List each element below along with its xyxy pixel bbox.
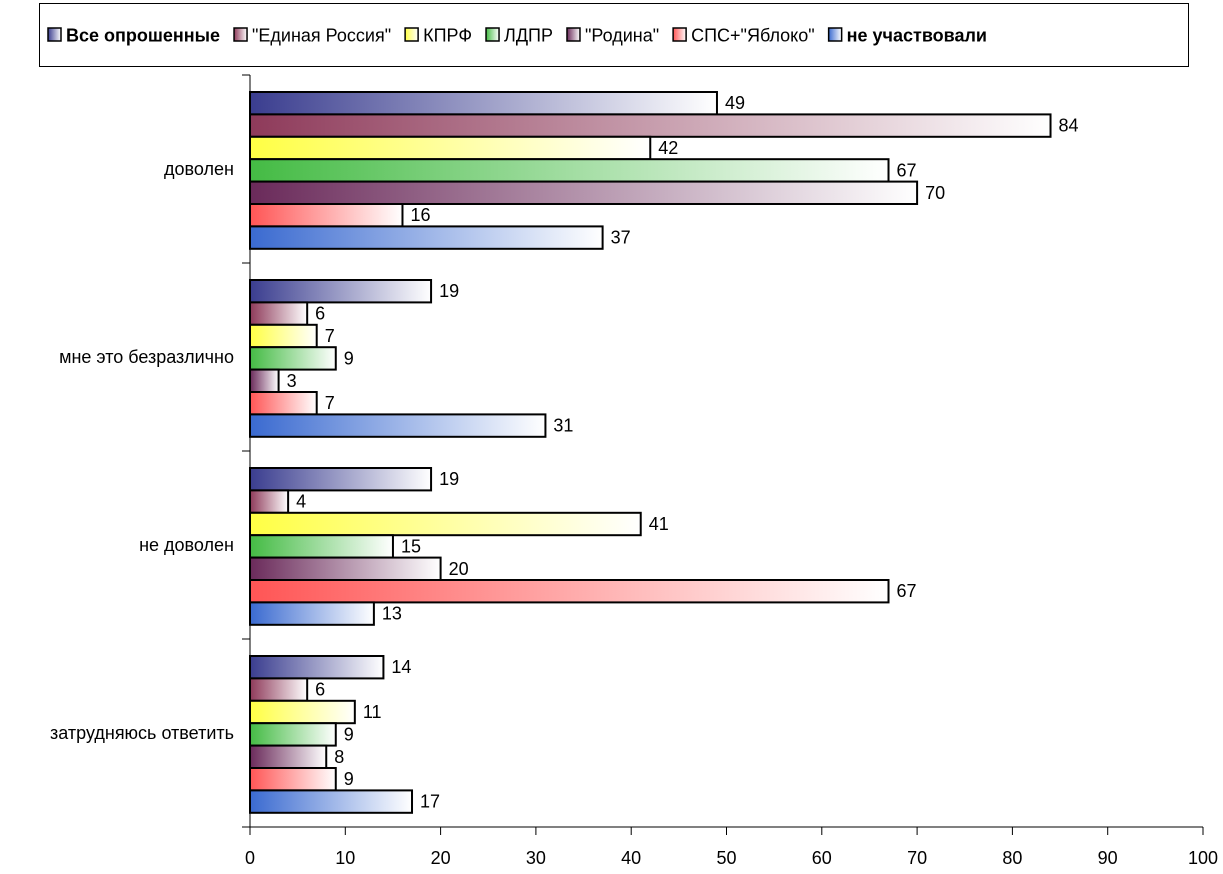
data-label: 19: [439, 281, 459, 301]
axes: доволен мне это безразлично не доволен затр…: [50, 74, 1218, 868]
data-label: 6: [315, 304, 325, 324]
bar: [249, 391, 318, 416]
x-tick-label: 60: [812, 848, 832, 868]
bar: [249, 534, 394, 559]
legend-label: "Единая Россия": [252, 26, 391, 46]
bar: [249, 579, 890, 604]
x-tick-label: 90: [1098, 848, 1118, 868]
data-label: 9: [344, 348, 354, 368]
legend-label: Все опрошенные: [66, 26, 220, 46]
x-tick-label: 20: [431, 848, 451, 868]
data-label: 84: [1059, 116, 1079, 136]
legend-label: не участвовали: [847, 26, 987, 46]
data-label: 9: [344, 769, 354, 789]
category-label: затрудняюсь ответить: [50, 723, 234, 743]
bar: [249, 556, 442, 581]
category-label: не доволен: [139, 535, 234, 555]
data-label: 20: [449, 559, 469, 579]
bar: [249, 677, 309, 702]
x-tick-label: 50: [716, 848, 736, 868]
bar: [249, 158, 890, 183]
data-label: 31: [553, 416, 573, 436]
data-label: 4: [296, 492, 306, 512]
bar: [249, 135, 652, 161]
data-label: 9: [344, 724, 354, 744]
legend-swatch: [47, 27, 62, 42]
bar: [249, 301, 309, 326]
data-label: 6: [315, 680, 325, 700]
category-label: мне это безразлично: [59, 347, 234, 367]
x-tick-label: 0: [245, 848, 255, 868]
data-label: 16: [410, 205, 430, 225]
legend-swatch: [233, 27, 248, 42]
bar: [249, 323, 318, 349]
data-label: 67: [897, 581, 917, 601]
data-label: 70: [925, 183, 945, 203]
legend-swatch: [566, 27, 581, 42]
x-tick-label: 100: [1188, 848, 1218, 868]
bar: [249, 767, 337, 792]
bar: [249, 699, 356, 725]
data-label: 49: [725, 93, 745, 113]
plot-area: 4984426770163719679373119441152067131461…: [249, 91, 1079, 814]
data-label: 3: [287, 371, 297, 391]
category-label: доволен: [164, 159, 234, 179]
bar: [249, 489, 290, 514]
legend-label: КПРФ: [423, 26, 472, 46]
bar: [249, 346, 337, 371]
legend-label: "Родина": [585, 26, 659, 46]
bar: [249, 413, 547, 438]
data-label: 14: [391, 657, 411, 677]
bar: [249, 655, 385, 680]
legend-label: СПС+"Яблоко": [691, 26, 815, 46]
bar: [249, 203, 404, 228]
data-label: 15: [401, 536, 421, 556]
bar: [249, 180, 919, 206]
data-label: 13: [382, 604, 402, 624]
legend-swatch: [672, 27, 687, 42]
bar: [249, 744, 328, 769]
data-label: 42: [658, 138, 678, 158]
legend: Все опрошенные "Единая Россия" КПРФ ЛДПР "Ро…: [39, 3, 1189, 67]
data-label: 17: [420, 792, 440, 812]
legend-box: [39, 3, 1189, 67]
legend-swatch: [827, 27, 843, 42]
data-label: 7: [325, 326, 335, 346]
bar: [249, 722, 337, 747]
data-label: 8: [334, 747, 344, 767]
data-label: 19: [439, 469, 459, 489]
data-label: 67: [897, 160, 917, 180]
bar: [249, 789, 414, 814]
bar: [249, 601, 375, 626]
bar: [249, 113, 1052, 138]
legend-label: ЛДПР: [504, 26, 553, 46]
data-label: 7: [325, 393, 335, 413]
x-tick-label: 80: [1002, 848, 1022, 868]
data-label: 41: [649, 514, 669, 534]
bar: [249, 91, 718, 116]
x-tick-label: 70: [907, 848, 927, 868]
data-label: 11: [363, 702, 382, 722]
x-tick-label: 30: [526, 848, 546, 868]
bar: [249, 511, 642, 537]
bar: [249, 467, 433, 492]
x-tick-label: 40: [621, 848, 641, 868]
legend-swatch: [485, 27, 500, 42]
legend-swatch: [404, 27, 419, 42]
bar: [249, 368, 280, 394]
data-label: 37: [611, 228, 631, 248]
bar: [249, 225, 604, 250]
bar: [249, 279, 433, 304]
x-tick-label: 10: [335, 848, 355, 868]
